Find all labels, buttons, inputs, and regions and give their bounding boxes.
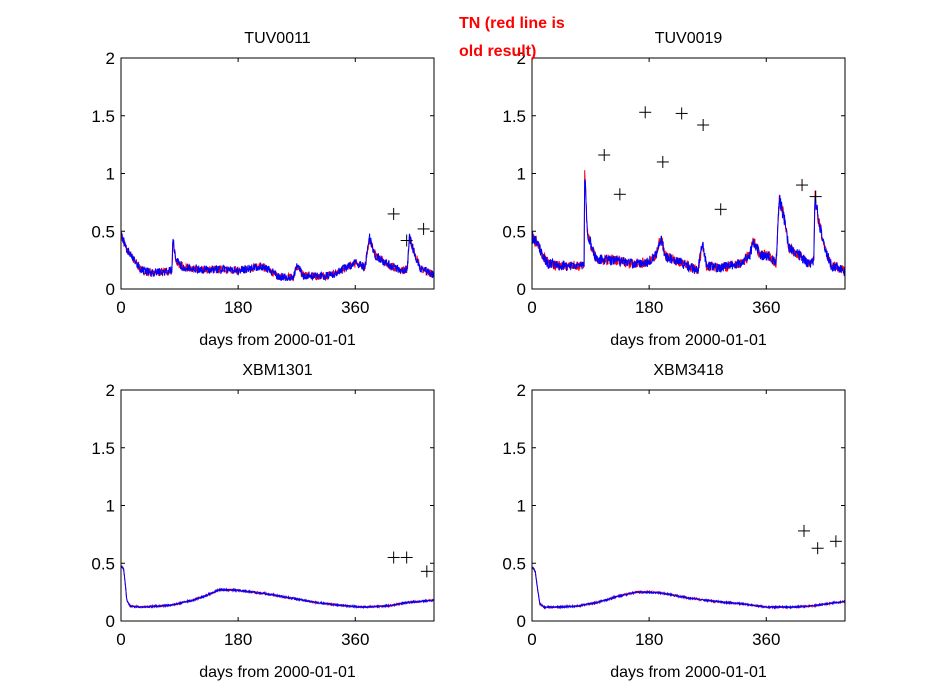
subplot-tuv0011: TUV0011 0 0.5 1 1.5 2 0 180 360 days from 2000-01… bbox=[91, 30, 435, 349]
axes-box bbox=[531, 389, 846, 622]
series-line-new-result bbox=[532, 178, 845, 277]
observation-marker bbox=[697, 118, 710, 131]
x-tick-label: 180 bbox=[635, 298, 663, 317]
observation-marker bbox=[675, 107, 688, 120]
observation-marker bbox=[400, 551, 413, 564]
observation-marker bbox=[656, 155, 669, 168]
x-tick-label: 360 bbox=[341, 630, 369, 649]
subplot-title: TUV0019 bbox=[655, 30, 723, 47]
x-axis-label: days from 2000-01-01 bbox=[610, 332, 767, 349]
series-line-old-result bbox=[532, 170, 845, 276]
subplot-xbm3418: XBM3418 0 0.5 1 1.5 2 0 180 360 days from 2000-01… bbox=[502, 362, 846, 681]
observation-marker bbox=[811, 542, 824, 555]
subplot-title: TUV0011 bbox=[244, 30, 311, 47]
y-tick-label: 1.5 bbox=[91, 439, 115, 458]
observation-marker bbox=[420, 565, 433, 578]
y-tick-label: 0 bbox=[517, 612, 526, 631]
series-line-new-result bbox=[532, 566, 845, 610]
y-tick-label: 0.5 bbox=[91, 554, 115, 573]
observation-marker bbox=[714, 203, 727, 216]
x-tick-label: 180 bbox=[224, 298, 252, 317]
x-tick-label: 360 bbox=[752, 298, 780, 317]
y-tick-label: 2 bbox=[517, 49, 526, 68]
y-tick-label: 1 bbox=[517, 497, 526, 516]
x-tick-label: 0 bbox=[116, 298, 125, 317]
subplot-title: XBM1301 bbox=[242, 362, 312, 379]
annotation-line-2: old result) bbox=[459, 43, 537, 60]
observation-marker bbox=[387, 551, 400, 564]
x-tick-label: 0 bbox=[527, 298, 536, 317]
subplot-tuv0019: TUV0019 0 0.5 1 1.5 2 0 180 360 days from 2000-01… bbox=[502, 30, 846, 349]
observation-marker bbox=[400, 234, 413, 247]
y-tick-label: 1.5 bbox=[502, 107, 526, 126]
observation-marker bbox=[387, 207, 400, 220]
y-tick-label: 0.5 bbox=[502, 554, 526, 573]
axes-box bbox=[120, 389, 435, 622]
observation-marker bbox=[613, 188, 626, 201]
y-tick-label: 0 bbox=[106, 612, 115, 631]
y-tick-label: 1 bbox=[106, 497, 115, 516]
y-tick-label: 2 bbox=[106, 381, 115, 400]
x-tick-label: 360 bbox=[341, 298, 369, 317]
observation-marker bbox=[639, 106, 652, 119]
y-tick-label: 1.5 bbox=[91, 107, 115, 126]
x-tick-label: 180 bbox=[224, 630, 252, 649]
x-axis-label: days from 2000-01-01 bbox=[199, 664, 356, 681]
subplot-xbm1301: XBM1301 0 0.5 1 1.5 2 0 180 360 days from 2000-01… bbox=[91, 362, 435, 681]
observation-marker bbox=[598, 149, 611, 162]
y-tick-label: 0 bbox=[517, 280, 526, 299]
y-tick-label: 0 bbox=[106, 280, 115, 299]
series-line-new-result bbox=[121, 565, 434, 610]
x-axis-label: days from 2000-01-01 bbox=[610, 664, 767, 681]
y-tick-label: 1.5 bbox=[502, 439, 526, 458]
x-axis-label: days from 2000-01-01 bbox=[199, 332, 356, 349]
observation-marker bbox=[796, 179, 809, 192]
y-tick-label: 0.5 bbox=[502, 222, 526, 241]
observation-marker bbox=[829, 535, 842, 548]
observation-marker bbox=[417, 222, 430, 235]
series-line-new-result bbox=[121, 232, 434, 282]
y-tick-label: 0.5 bbox=[91, 222, 115, 241]
x-tick-label: 180 bbox=[635, 630, 663, 649]
x-tick-label: 0 bbox=[116, 630, 125, 649]
y-tick-label: 1 bbox=[517, 165, 526, 184]
series-line-old-result bbox=[532, 566, 845, 610]
chart-annotation: TN (red line is old result) bbox=[459, 10, 565, 66]
subplot-title: XBM3418 bbox=[653, 362, 723, 379]
y-tick-label: 2 bbox=[106, 49, 115, 68]
annotation-line-1: TN (red line is bbox=[459, 15, 565, 32]
axes-box bbox=[120, 57, 435, 290]
y-tick-label: 2 bbox=[517, 381, 526, 400]
x-tick-label: 360 bbox=[752, 630, 780, 649]
series-line-old-result bbox=[121, 565, 434, 610]
observation-marker bbox=[798, 524, 811, 537]
observation-marker bbox=[809, 190, 822, 203]
x-tick-label: 0 bbox=[527, 630, 536, 649]
y-tick-label: 1 bbox=[106, 165, 115, 184]
